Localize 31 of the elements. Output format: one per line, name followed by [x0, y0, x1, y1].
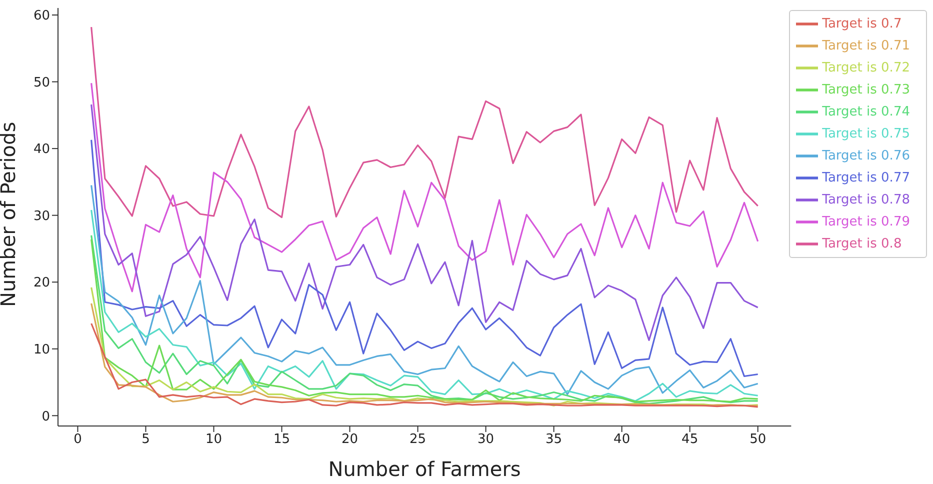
- y-tick-label: 40: [33, 142, 50, 158]
- legend-label: Target is 0.8: [822, 236, 902, 252]
- y-tick-label: 0: [42, 409, 50, 424]
- x-tick-label: 20: [342, 432, 358, 448]
- legend-label: Target is 0.74: [822, 104, 910, 120]
- x-tick-label: 40: [614, 432, 630, 448]
- legend-label: Target is 0.78: [822, 192, 910, 208]
- legend-label: Target is 0.7: [822, 16, 902, 32]
- legend-label: Target is 0.77: [822, 170, 910, 186]
- legend-label: Target is 0.72: [822, 60, 910, 76]
- x-axis-title: Number of Farmers: [328, 457, 521, 481]
- y-axis-title: Number of Periods: [0, 122, 20, 307]
- legend-label: Target is 0.75: [822, 126, 910, 142]
- y-tick-label: 50: [33, 75, 50, 90]
- legend-label: Target is 0.79: [822, 214, 910, 230]
- y-tick-label: 20: [33, 276, 50, 291]
- x-tick-label: 35: [546, 432, 562, 448]
- x-tick-label: 5: [142, 432, 150, 448]
- x-tick-label: 50: [750, 432, 766, 448]
- x-tick-label: 15: [273, 432, 290, 448]
- legend-label: Target is 0.76: [822, 148, 910, 164]
- y-tick-label: 30: [33, 208, 50, 224]
- x-tick-label: 10: [205, 432, 222, 448]
- legend-label: Target is 0.71: [822, 38, 910, 54]
- y-tick-label: 10: [33, 342, 50, 358]
- x-tick-label: 25: [410, 432, 426, 448]
- x-tick-label: 45: [682, 432, 698, 448]
- x-tick-label: 30: [478, 432, 494, 448]
- x-tick-label: 0: [74, 432, 82, 448]
- legend-label: Target is 0.73: [822, 82, 910, 98]
- y-tick-label: 60: [33, 8, 50, 24]
